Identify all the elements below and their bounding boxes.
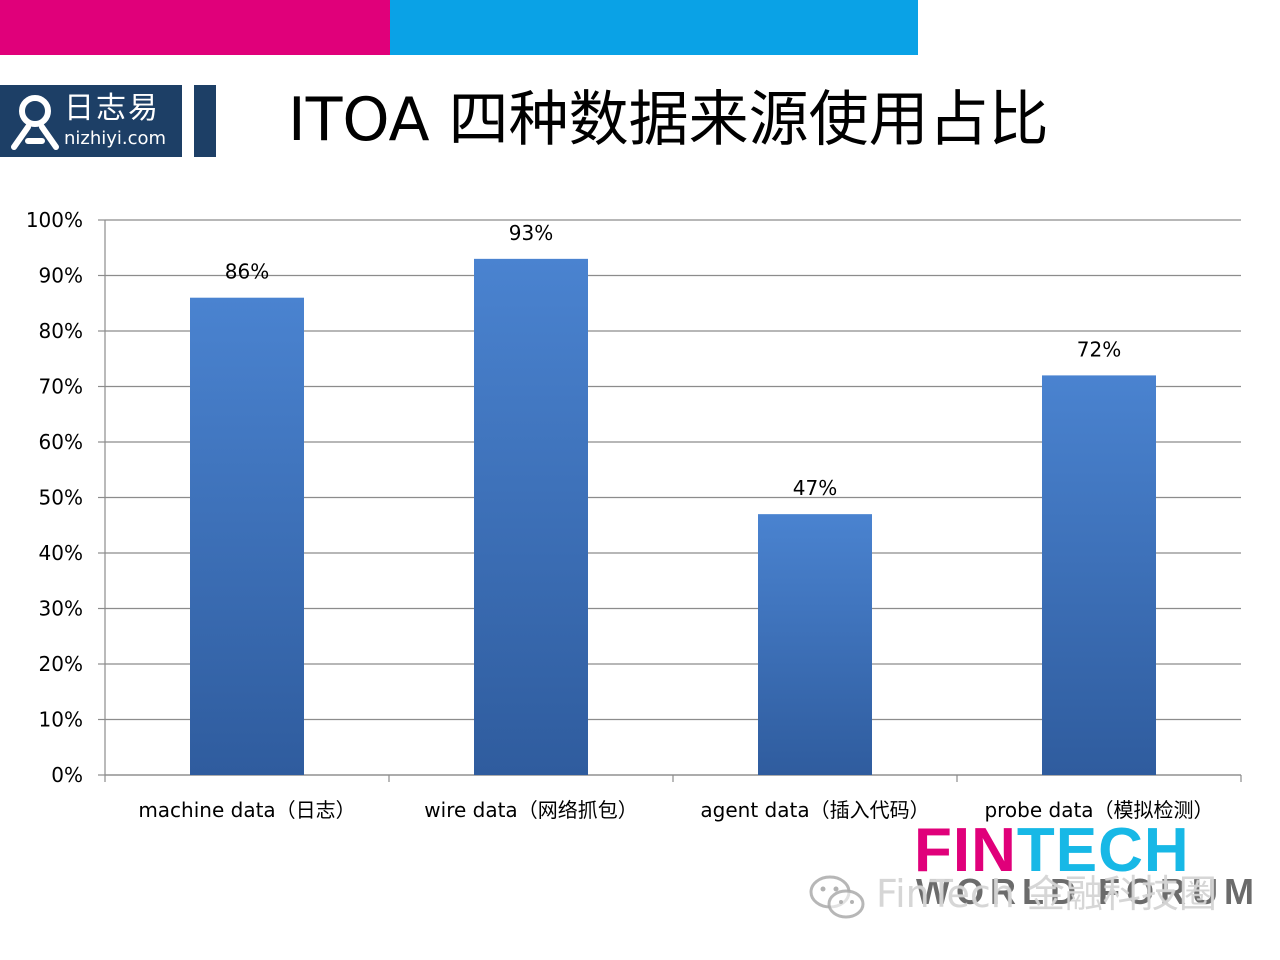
top-accent-pink bbox=[0, 0, 390, 55]
bar bbox=[758, 514, 872, 775]
bar-chart: 0% 10% 20% 30% 40% 50% 60% 70% 80% 90% 100% 86% mach… bbox=[26, 208, 1242, 822]
y-tick-label: 60% bbox=[39, 430, 83, 454]
fintech-brand: FINTECH bbox=[914, 818, 1190, 884]
bar bbox=[474, 258, 588, 776]
data-label: 86% bbox=[225, 260, 269, 284]
y-tick-label: 0% bbox=[51, 763, 83, 787]
category-label: wire data（网络抓包） bbox=[424, 798, 637, 822]
bar bbox=[190, 297, 304, 775]
logo-domain: nizhiyi.com bbox=[64, 128, 167, 149]
wechat-icon bbox=[809, 875, 865, 919]
logo-divider bbox=[194, 85, 216, 157]
bar bbox=[1042, 375, 1156, 775]
category-label: machine data（日志） bbox=[138, 798, 355, 822]
watermark-text: FinTech 金融科技圈 bbox=[876, 872, 1217, 916]
y-tick-label: 70% bbox=[39, 375, 83, 399]
y-tick-label: 50% bbox=[39, 486, 83, 510]
nizhiyi-logo-icon bbox=[11, 95, 59, 150]
fintech-cyan-text: TECH bbox=[1016, 816, 1190, 885]
category-label: probe data（模拟检测） bbox=[984, 798, 1213, 822]
y-tick-label: 90% bbox=[39, 264, 83, 288]
y-tick-label: 100% bbox=[26, 208, 83, 232]
y-tick-label: 10% bbox=[39, 708, 83, 732]
world-forum-text: WORLD FORUM bbox=[916, 871, 1260, 912]
logo-chinese-name: 日志易 bbox=[64, 91, 160, 126]
nizhiyi-logo: 日志易 nizhiyi.com bbox=[0, 85, 182, 157]
y-tick-label: 30% bbox=[39, 597, 83, 621]
category-label: agent data（插入代码） bbox=[700, 798, 929, 822]
top-accent-blue bbox=[390, 0, 918, 55]
data-label: 93% bbox=[509, 221, 553, 245]
y-tick-label: 20% bbox=[39, 652, 83, 676]
y-tick-label: 40% bbox=[39, 541, 83, 565]
data-label: 47% bbox=[793, 476, 837, 500]
y-tick-label: 80% bbox=[39, 319, 83, 343]
fintech-pink-text: FIN bbox=[914, 816, 1017, 885]
wechat-watermark: FinTech 金融科技圈 bbox=[808, 868, 1248, 928]
data-label: 72% bbox=[1077, 337, 1121, 361]
page-title: ITOA 四种数据来源使用占比 bbox=[288, 85, 1049, 155]
